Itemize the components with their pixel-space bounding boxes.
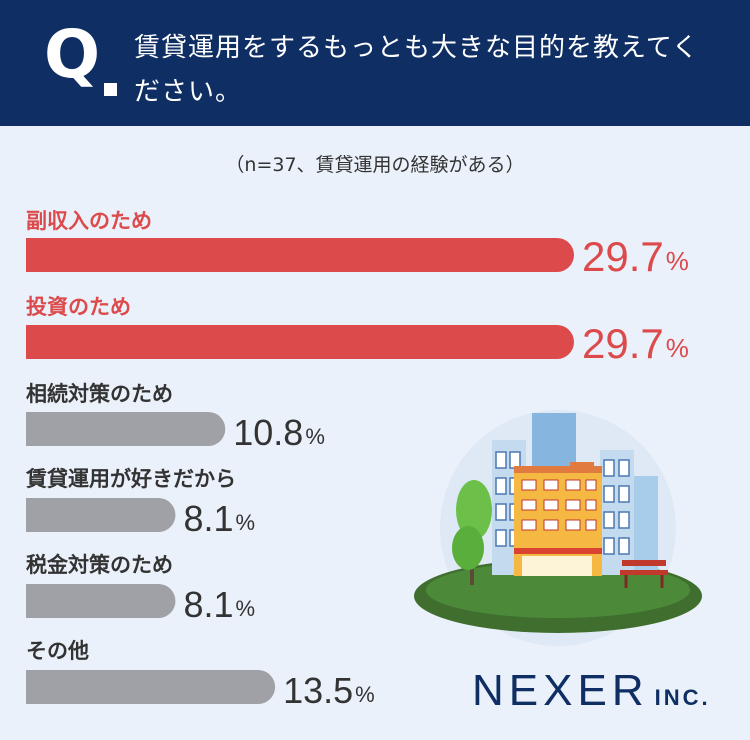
value-label: 10.8 xyxy=(233,412,303,453)
category-label: 副収入のため xyxy=(26,209,152,233)
percent-unit: % xyxy=(236,510,256,535)
building-illustration xyxy=(414,410,702,646)
category-label: その他 xyxy=(26,639,89,663)
bar xyxy=(26,670,276,704)
value-label: 13.5 xyxy=(283,670,353,711)
category-label: 投資のため xyxy=(26,295,131,319)
value-label: 29.7 xyxy=(582,320,664,367)
question-text: 賃貸運用をするもっとも大きな目的を教えてください。 xyxy=(134,33,699,107)
sample-note: （n=37、賃貸運用の経験がある） xyxy=(225,154,525,176)
percent-unit: % xyxy=(305,424,325,449)
percent-unit: % xyxy=(236,596,256,621)
bar xyxy=(26,498,176,532)
logo-sub: INC. xyxy=(654,685,711,710)
percent-unit: % xyxy=(666,333,689,363)
logo-main: NEXER xyxy=(472,666,649,715)
bar xyxy=(26,412,226,446)
question-header: Q 賃貸運用をするもっとも大きな目的を教えてください。 xyxy=(0,0,750,126)
category-label: 賃貸運用が好きだから xyxy=(25,467,236,491)
category-label: 税金対策のため xyxy=(26,553,173,577)
value-label: 29.7 xyxy=(582,233,664,280)
bar xyxy=(26,325,574,359)
company-logo: NEXER INC. xyxy=(472,666,711,716)
value-label: 8.1 xyxy=(183,584,233,625)
category-label: 相続対策のため xyxy=(26,382,173,406)
bar xyxy=(26,238,574,272)
percent-unit: % xyxy=(666,246,689,276)
percent-unit: % xyxy=(355,682,375,707)
bar xyxy=(26,584,176,618)
q-dot xyxy=(104,83,117,96)
q-mark: Q xyxy=(44,16,101,93)
value-label: 8.1 xyxy=(183,498,233,539)
